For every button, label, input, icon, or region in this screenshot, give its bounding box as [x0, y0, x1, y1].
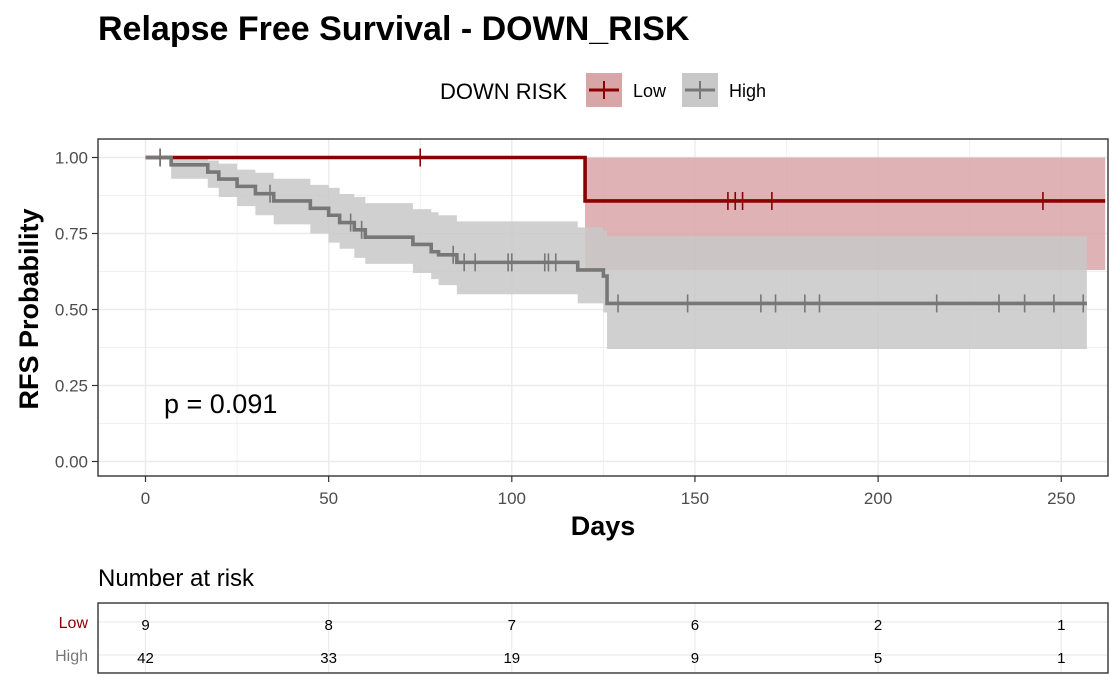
x-axis-title: Days	[571, 511, 636, 541]
risk-table-border	[97, 602, 1109, 674]
legend: DOWN RISK Low High	[440, 73, 766, 107]
risk-count-high: 33	[320, 650, 337, 667]
x-tick-label: 50	[319, 489, 338, 508]
censor-marks	[159, 148, 1085, 313]
risk-count-high: 1	[1057, 650, 1065, 667]
risk-count-high: 5	[874, 650, 882, 667]
risk-count-high: 19	[503, 650, 520, 667]
risk-count-low: 2	[874, 617, 882, 634]
risk-table: Low 9 8 7 6 2 1 High 42 33 19 9 5 1	[55, 615, 1065, 667]
p-value-annotation: p = 0.091	[164, 389, 277, 419]
y-tick-label: 0.50	[55, 301, 88, 320]
legend-title: DOWN RISK	[440, 79, 567, 104]
x-tick-label: 100	[498, 489, 526, 508]
y-tick-label: 0.00	[55, 453, 88, 472]
plot-panel-border	[97, 138, 1109, 477]
risk-row-label-low: Low	[59, 615, 89, 632]
ci-band-high	[171, 157, 1087, 350]
confidence-bands	[171, 157, 1106, 350]
y-axis-title: RFS Probability	[14, 208, 44, 409]
risk-table-grid	[98, 603, 1108, 673]
survival-curves	[145, 155, 1106, 306]
risk-count-high: 9	[691, 650, 699, 667]
x-tick-label: 0	[141, 489, 150, 508]
x-tick-label: 150	[681, 489, 709, 508]
legend-label-low: Low	[633, 81, 667, 101]
risk-count-low: 7	[508, 617, 516, 634]
y-axis-ticks: 0.00 0.25 0.50 0.75 1.00	[55, 149, 98, 472]
legend-label-high: High	[729, 81, 766, 101]
risk-count-low: 6	[691, 617, 699, 634]
risk-table-title: Number at risk	[98, 565, 255, 592]
y-tick-label: 0.75	[55, 225, 88, 244]
chart-title: Relapse Free Survival - DOWN_RISK	[98, 10, 690, 48]
survival-curve-high	[145, 155, 1087, 306]
x-tick-label: 250	[1047, 489, 1075, 508]
y-tick-label: 1.00	[55, 149, 88, 168]
x-axis-ticks: 0 50 100 150 200 250	[141, 476, 1075, 508]
risk-count-high: 42	[137, 650, 154, 667]
survival-curve-low	[145, 155, 1106, 203]
x-tick-label: 200	[864, 489, 892, 508]
y-tick-label: 0.25	[55, 377, 88, 396]
risk-count-low: 1	[1057, 617, 1065, 634]
risk-count-low: 8	[324, 617, 332, 634]
risk-count-low: 9	[141, 617, 149, 634]
risk-row-label-high: High	[55, 648, 88, 665]
